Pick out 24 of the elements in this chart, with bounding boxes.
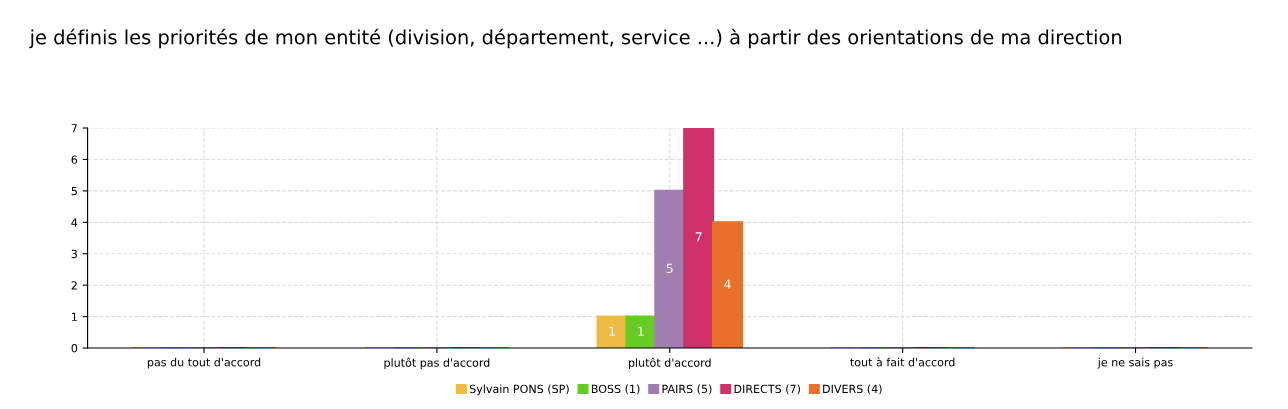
y-tick-label: 7 — [71, 124, 77, 133]
y-tick-label: 6 — [71, 155, 78, 164]
x-tick-label: je ne sais pas — [1097, 357, 1173, 369]
legend-label: Sylvain PONS (SP) — [469, 384, 569, 396]
y-tick-label: 5 — [71, 187, 77, 196]
legend-label: PAIRS (5) — [662, 384, 712, 395]
legend-label: DIRECTS (7) — [734, 384, 800, 395]
data-label: 4 — [724, 279, 731, 289]
data-label: 1 — [638, 326, 644, 336]
y-tick-label: 4 — [71, 218, 78, 227]
legend-label: BOSS (1) — [591, 384, 640, 395]
x-tick-label: tout à fait d'accord — [850, 357, 955, 367]
chart-title: je définis les priorités de mon entité (division, département, service ...) à partir des orientations de ma direction — [29, 28, 1122, 49]
data-label: 1 — [609, 326, 615, 336]
y-tick-label: 0 — [71, 344, 78, 353]
legend-label: DIVERS (4) — [823, 384, 882, 395]
x-tick-label: pas du tout d'accord — [147, 357, 261, 369]
y-tick-label: 1 — [72, 312, 77, 321]
x-tick-label: plutôt d'accord — [628, 357, 711, 369]
x-tick-label: plutôt pas d'accord — [384, 357, 490, 369]
y-tick-label: 3 — [71, 249, 77, 259]
data-label: 5 — [666, 263, 673, 274]
data-label: 7 — [695, 232, 702, 242]
y-tick-label: 2 — [71, 281, 77, 290]
